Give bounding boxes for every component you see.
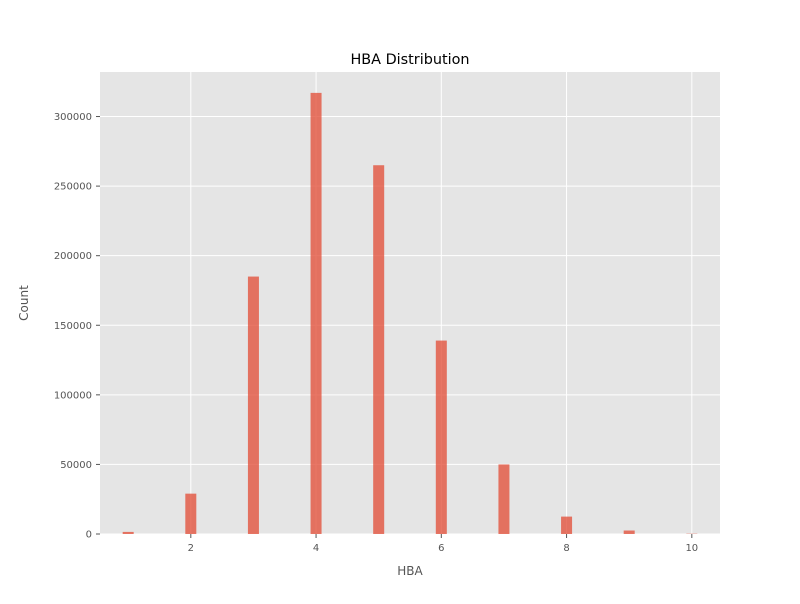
x-axis-label: HBA: [397, 564, 423, 578]
x-tick-label: 2: [188, 543, 194, 554]
bar-hba-8: [561, 517, 572, 534]
y-tick-label: 300000: [54, 112, 92, 123]
y-tick-label: 250000: [54, 182, 92, 193]
x-tick-label: 10: [685, 543, 698, 554]
x-tick-label: 6: [438, 543, 444, 554]
bar-hba-9: [624, 531, 635, 534]
x-tick-label: 4: [313, 543, 319, 554]
y-tick-label: 0: [86, 530, 92, 541]
bar-hba-2: [185, 494, 196, 534]
bar-hba-6: [436, 341, 447, 534]
y-tick-label: 150000: [54, 321, 92, 332]
y-tick-label: 200000: [54, 251, 92, 262]
bar-hba-7: [498, 464, 509, 534]
bar-hba-5: [373, 165, 384, 534]
y-tick-label: 50000: [60, 460, 92, 471]
y-axis-label: Count: [17, 285, 31, 321]
chart-title: HBA Distribution: [350, 52, 469, 68]
bar-hba-4: [311, 93, 322, 534]
y-tick-label: 100000: [54, 390, 92, 401]
x-tick-label: 8: [563, 543, 569, 554]
bar-hba-3: [248, 277, 259, 534]
bar-hba-1: [123, 532, 134, 534]
